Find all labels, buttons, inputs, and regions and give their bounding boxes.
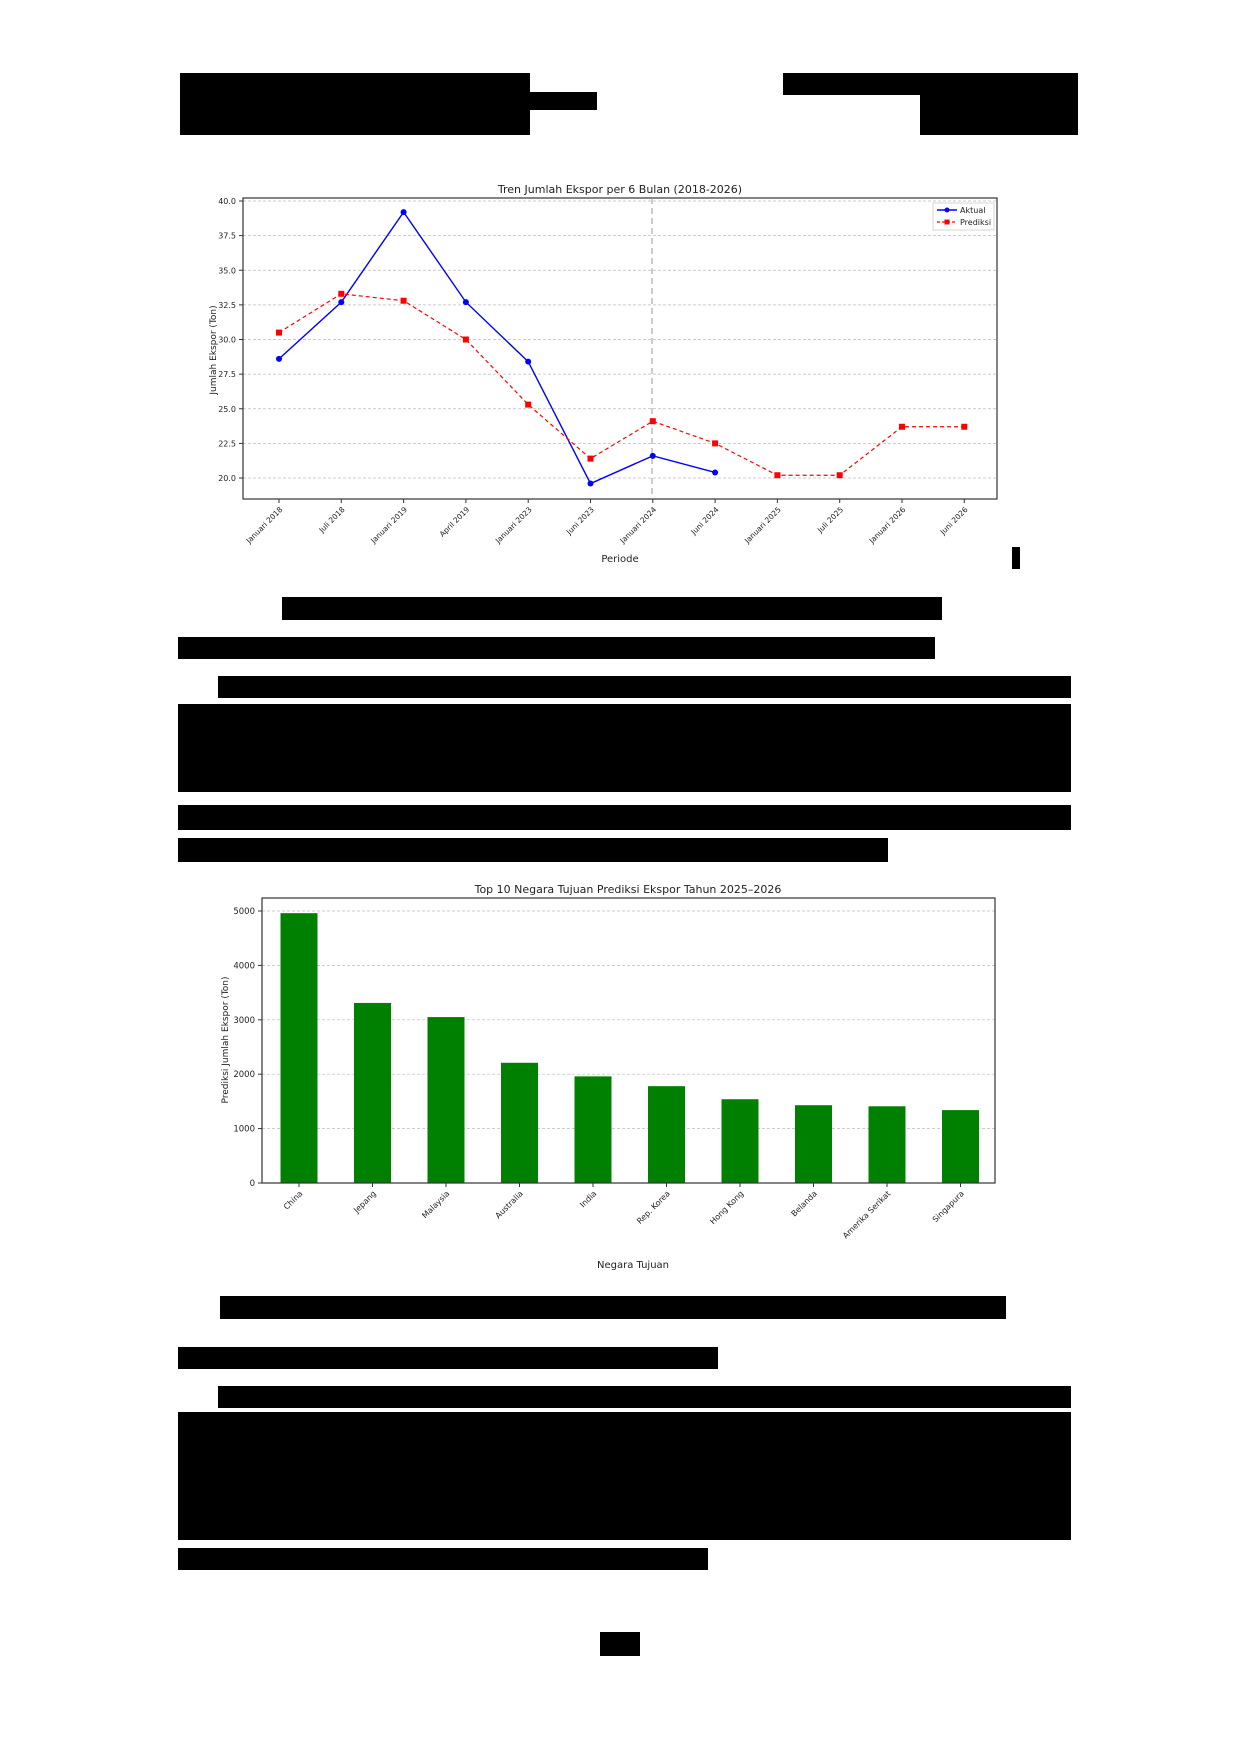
figure1-caption-redacted [282,597,942,620]
svg-text:27.5: 27.5 [218,370,236,379]
svg-text:April 2019: April 2019 [438,505,472,539]
svg-text:22.5: 22.5 [218,439,236,448]
line-chart-series [276,209,968,487]
section-heading2-redacted [178,1347,718,1369]
line-chart-grid [243,200,997,479]
line-chart-title: Tren Jumlah Ekspor per 6 Bulan (2018-202… [497,183,742,196]
header-left-redacted-tail [530,92,597,110]
svg-text:Januari 2019: Januari 2019 [368,505,409,546]
line-chart-xlabel: Periode [601,554,638,565]
svg-text:3000: 3000 [233,1016,255,1026]
line-chart: Tren Jumlah Ekspor per 6 Bulan (2018-202… [209,183,998,565]
svg-text:Juni 2024: Juni 2024 [688,505,720,537]
svg-text:30.0: 30.0 [218,336,236,345]
figure2-caption-redacted [220,1296,1006,1319]
svg-text:1000: 1000 [233,1125,255,1135]
paragraph1-line5-redacted [178,805,1071,830]
svg-text:Juli 2025: Juli 2025 [815,505,845,535]
legend-predicted-label: Prediksi [960,218,991,227]
bar-chart-title: Top 10 Negara Tujuan Prediksi Ekspor Tah… [474,883,782,896]
line-chart-legend: Aktual Prediksi [932,202,995,231]
page-number-redacted [600,1632,640,1656]
svg-text:Juni 2023: Juni 2023 [564,505,596,537]
bar-chart-frame [261,897,996,1184]
svg-text:Januari 2025: Januari 2025 [742,505,783,546]
svg-text:20.0: 20.0 [218,474,236,483]
svg-text:37.5: 37.5 [218,232,236,241]
svg-text:Belanda: Belanda [790,1189,819,1218]
svg-text:Juni 2026: Juni 2026 [938,505,970,537]
svg-text:Januari 2026: Januari 2026 [867,505,908,546]
svg-text:0: 0 [250,1179,255,1189]
bar-chart-y-axis: 0 1000 2000 3000 4000 5000 [233,907,262,1189]
bar-chart: Top 10 Negara Tujuan Prediksi Ekspor Tah… [221,883,996,1271]
bar-chart-bars [280,913,979,1183]
svg-text:Amerika Serikat: Amerika Serikat [841,1189,892,1240]
svg-text:Hong Kong: Hong Kong [708,1189,745,1226]
svg-text:Januari 2023: Januari 2023 [493,505,534,546]
legend-actual-label: Aktual [960,206,985,215]
paragraph1-body-redacted [178,704,1071,792]
legend-predicted-marker-icon [944,219,950,225]
svg-text:India: India [578,1189,598,1209]
paragraph1-last-line-redacted [178,838,888,862]
svg-text:Singapura: Singapura [931,1189,966,1224]
bar-chart-x-axis: China Jepang Malaysia Australia India Rep. Ko… [282,1183,966,1240]
line-chart-x-axis: Januari 2018 Juli 2018 Januari 2019 April 2… [244,499,970,546]
bar-chart-xlabel: Negara Tujuan [597,1260,669,1271]
paragraph2-body-redacted [178,1412,1071,1540]
svg-text:Jepang: Jepang [351,1189,377,1215]
svg-text:35.0: 35.0 [218,266,236,275]
svg-text:25.0: 25.0 [218,405,236,414]
legend-actual-marker-icon [944,207,950,213]
svg-text:Malaysia: Malaysia [420,1189,451,1220]
line-chart-frame [242,197,998,500]
svg-text:32.5: 32.5 [218,301,236,310]
svg-text:China: China [282,1189,305,1212]
svg-text:2000: 2000 [233,1070,255,1080]
paragraph2-line1-redacted [218,1386,1071,1408]
svg-text:5000: 5000 [233,907,255,917]
header-right-redacted [783,73,1078,95]
svg-text:4000: 4000 [233,961,255,971]
svg-text:40.0: 40.0 [218,197,236,206]
figure-marker-redacted [1012,547,1020,569]
svg-text:Januari 2018: Januari 2018 [244,505,285,546]
header-right-redacted-2 [920,95,1078,135]
header-left-redacted [180,73,530,135]
section-heading1-redacted [178,637,935,659]
svg-text:Januari 2024: Januari 2024 [618,505,659,546]
svg-text:Juli 2018: Juli 2018 [317,505,347,535]
line-chart-ylabel: Jumlah Ekspor (Ton) [209,305,219,395]
svg-text:Rep. Korea: Rep. Korea [635,1189,672,1226]
paragraph1-line1-redacted [218,676,1071,698]
line-chart-y-axis: 40.0 37.5 35.0 32.5 30.0 27.5 25.0 22.5 20.0 [218,197,243,483]
paragraph2-last-line-redacted [178,1548,708,1570]
svg-text:Australia: Australia [494,1189,525,1220]
bar-chart-ylabel: Prediksi Jumlah Ekspor (Ton) [221,976,231,1103]
